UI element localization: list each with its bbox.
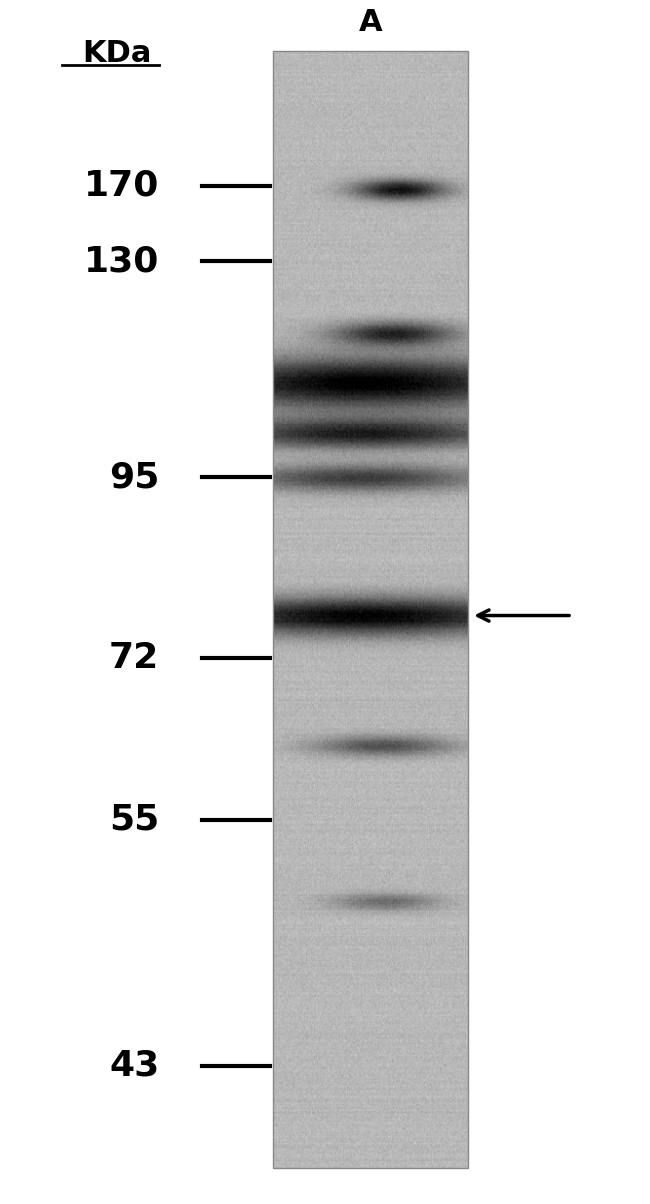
Text: 130: 130 xyxy=(84,244,159,278)
Text: 43: 43 xyxy=(109,1049,159,1082)
Text: 95: 95 xyxy=(109,460,159,495)
Text: 170: 170 xyxy=(84,169,159,202)
Text: 55: 55 xyxy=(109,803,159,837)
Text: KDa: KDa xyxy=(83,39,151,69)
Text: 72: 72 xyxy=(109,641,159,674)
Bar xyxy=(273,51,468,1168)
Text: A: A xyxy=(359,7,382,36)
